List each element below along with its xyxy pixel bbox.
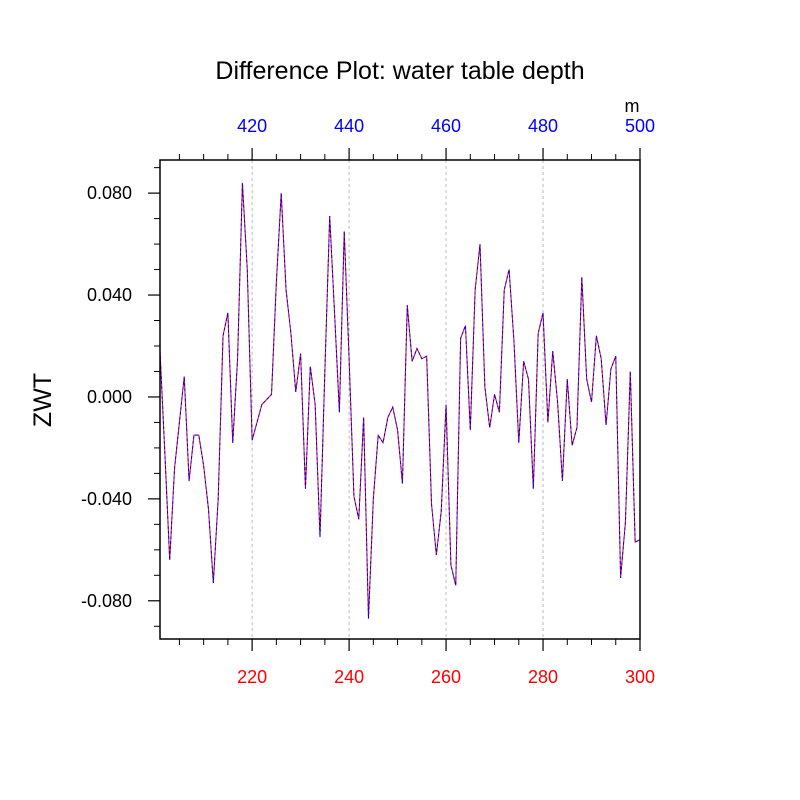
y-axis-tick-label: -0.040 (81, 489, 132, 509)
top-axis-unit-label: m (625, 96, 640, 116)
y-axis-tick-label: 0.080 (87, 183, 132, 203)
series-line-2 (159, 182, 641, 619)
axis-ticks (148, 148, 641, 651)
y-axis-tick-label: 0.040 (87, 285, 132, 305)
top-axis-tick-label: 420 (237, 116, 267, 136)
axis-tick-labels: 220 240 260 280 300 420 440 460 480 500 -0.080 -0.0… (81, 116, 655, 687)
top-axis-tick-label: 480 (528, 116, 558, 136)
data-series-layer (159, 182, 641, 619)
chart-title: Difference Plot: water table depth (215, 57, 584, 85)
bottom-axis-tick-label: 280 (528, 667, 558, 687)
bottom-axis-tick-label: 240 (334, 667, 364, 687)
bottom-axis-tick-label: 260 (431, 667, 461, 687)
vertical-grid-lines (251, 160, 544, 639)
plot-frame (159, 159, 641, 640)
y-axis-tick-label: 0.000 (87, 387, 132, 407)
bottom-axis-tick-label: 300 (625, 667, 655, 687)
y-axis-tick-label: -0.080 (81, 591, 132, 611)
y-axis-label: ZWT (29, 373, 57, 427)
top-axis-tick-label: 460 (431, 116, 461, 136)
bottom-axis-tick-label: 220 (237, 667, 267, 687)
top-axis-tick-label: 440 (334, 116, 364, 136)
top-axis-tick-label: 500 (625, 116, 655, 136)
